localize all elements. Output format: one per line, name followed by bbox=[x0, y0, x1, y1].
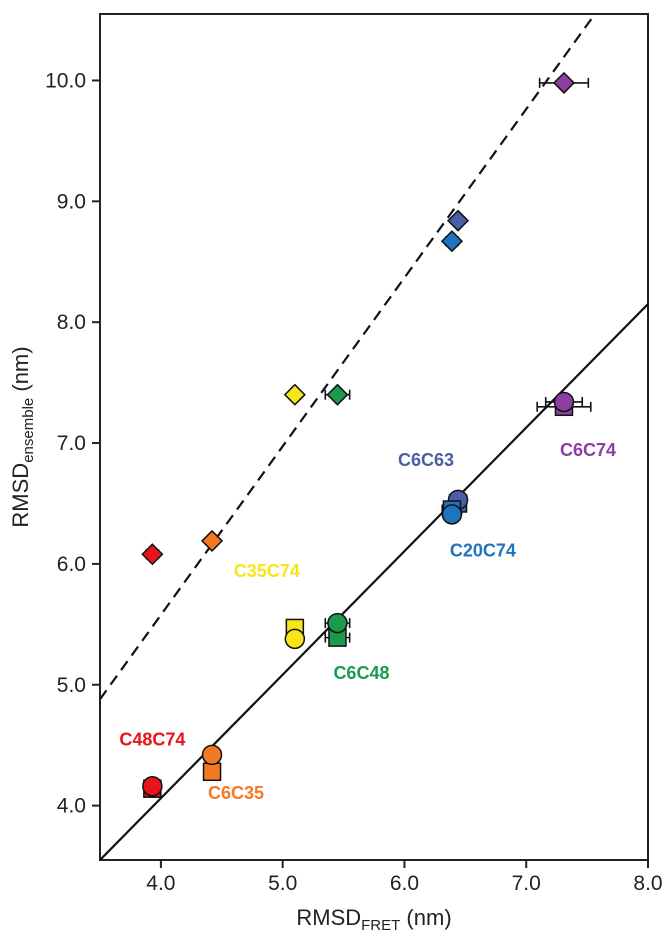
c48c74-diamond-marker bbox=[141, 543, 164, 566]
c48c74-circle-marker bbox=[142, 776, 163, 797]
y-axis-label-sub: ensemble bbox=[20, 398, 37, 463]
x-axis-label-sub: FRET bbox=[361, 917, 400, 934]
c6c35-square-marker bbox=[202, 762, 222, 782]
plot-area-border bbox=[99, 13, 649, 861]
y-tick-label: 9.0 bbox=[57, 190, 86, 213]
c6c48-diamond-marker bbox=[326, 383, 349, 406]
c35c74-circle-marker bbox=[284, 628, 306, 650]
x-tick-label: 4.0 bbox=[146, 872, 175, 895]
x-axis-label: RMSDFRET (nm) bbox=[296, 905, 451, 934]
c35c74-diamond-marker bbox=[283, 383, 306, 406]
point-labels: C48C74 C6C35 C35C74 C6C48 C6C63 C20C74 C6C74 bbox=[119, 440, 616, 803]
point-label-c6c35: C6C35 bbox=[208, 783, 264, 803]
dashed-fit-line bbox=[100, 14, 597, 700]
c6c48-circle-marker bbox=[327, 612, 348, 634]
x-tick-label: 8.0 bbox=[633, 872, 662, 895]
c6c74-diamond-marker bbox=[552, 71, 576, 94]
y-tick-label: 10.0 bbox=[45, 69, 86, 92]
x-axis-label-main: RMSD bbox=[296, 905, 361, 930]
point-label-c6c48: C6C48 bbox=[333, 663, 389, 683]
c20c74-circle-marker bbox=[441, 504, 463, 525]
c6c63-diamond-marker bbox=[446, 209, 470, 232]
y-tick-label: 7.0 bbox=[57, 432, 86, 455]
y-tick-label: 8.0 bbox=[57, 311, 86, 334]
point-label-c48c74: C48C74 bbox=[119, 729, 185, 749]
solid-fit-line bbox=[100, 303, 648, 860]
y-axis-label-unit: (nm) bbox=[8, 346, 33, 397]
c6c35-circle-marker bbox=[201, 744, 223, 766]
y-axis-label-main: RMSD bbox=[8, 463, 33, 528]
y-tick-label: 4.0 bbox=[57, 795, 86, 818]
x-axis-label-unit: (nm) bbox=[400, 905, 451, 930]
x-tick-label: 7.0 bbox=[512, 872, 541, 895]
plot-frame bbox=[99, 13, 649, 861]
c6c35-diamond-marker bbox=[200, 529, 224, 552]
x-tick-label: 5.0 bbox=[268, 872, 297, 895]
data-points bbox=[141, 71, 576, 798]
point-label-c20c74: C20C74 bbox=[450, 540, 516, 560]
y-tick-label: 6.0 bbox=[57, 553, 86, 576]
axis-ticks: 4.0 5.0 6.0 7.0 8.0 4.0 5.0 6.0 7.0 8.0 9.0 10.0 bbox=[45, 69, 662, 895]
y-axis-label: RMSDensemble (nm) bbox=[8, 346, 37, 527]
point-label-c6c74: C6C74 bbox=[560, 440, 616, 460]
point-label-c35c74: C35C74 bbox=[234, 561, 300, 581]
error-bars bbox=[145, 77, 592, 794]
point-label-c6c63: C6C63 bbox=[398, 450, 454, 470]
c6c74-circle-marker bbox=[553, 391, 575, 413]
c20c74-diamond-marker bbox=[440, 230, 463, 253]
y-tick-label: 5.0 bbox=[57, 674, 86, 697]
x-tick-label: 6.0 bbox=[390, 872, 419, 895]
